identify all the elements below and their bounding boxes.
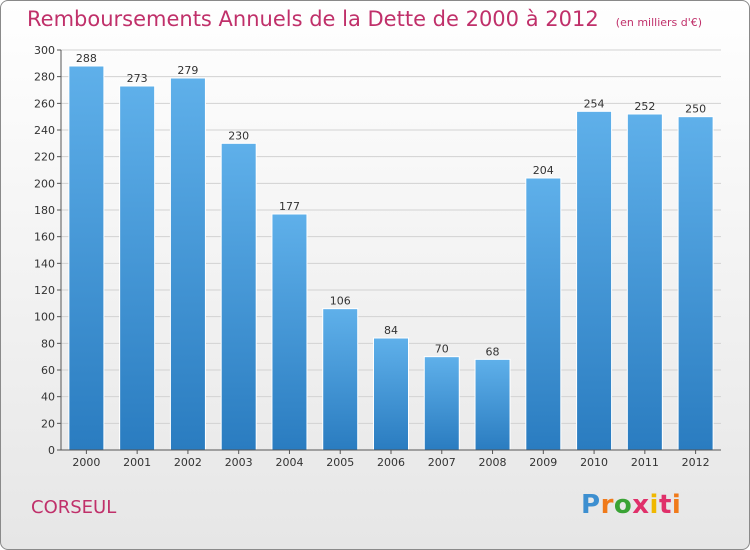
logo-letter: i <box>649 490 659 520</box>
proxiti-logo[interactable]: Proxiti <box>581 490 681 520</box>
logo-letter: i <box>671 490 682 520</box>
title-unit: (en milliers d'€) <box>615 16 703 29</box>
data-label: 288 <box>76 52 97 65</box>
x-tick-label: 2005 <box>326 456 354 469</box>
y-tick-label: 240 <box>34 124 55 137</box>
y-tick-label: 80 <box>41 337 55 350</box>
data-label: 250 <box>685 103 706 116</box>
bar <box>373 337 409 451</box>
y-tick-label: 280 <box>34 71 55 84</box>
x-tick-label: 2012 <box>682 456 710 469</box>
bar <box>474 358 511 451</box>
data-label: 279 <box>177 64 198 77</box>
bar <box>576 110 613 451</box>
bar <box>119 85 156 451</box>
x-tick-label: 2007 <box>428 456 456 469</box>
x-tick-label: 2011 <box>631 456 659 469</box>
logo-letter: P <box>581 490 601 520</box>
commune-name: CORSEUL <box>31 497 117 518</box>
y-tick-label: 40 <box>41 391 55 404</box>
data-label: 273 <box>127 72 148 85</box>
data-label: 230 <box>228 129 249 142</box>
logo-letter: t <box>658 490 672 520</box>
x-tick-label: 2000 <box>72 456 100 469</box>
y-tick-label: 120 <box>34 284 55 297</box>
bar <box>169 77 206 451</box>
x-tick-label: 2003 <box>225 456 253 469</box>
y-tick-label: 260 <box>34 97 55 110</box>
data-label: 177 <box>279 200 300 213</box>
x-tick-label: 2006 <box>377 456 405 469</box>
data-label: 68 <box>486 345 500 358</box>
bar <box>677 116 714 451</box>
data-label: 252 <box>634 100 655 113</box>
bar <box>271 213 308 451</box>
x-tick-label: 2010 <box>580 456 608 469</box>
y-tick-label: 60 <box>41 364 55 377</box>
y-tick-label: 160 <box>34 231 55 244</box>
bar <box>322 308 359 451</box>
x-tick-label: 2002 <box>174 456 202 469</box>
y-tick-label: 100 <box>34 311 55 324</box>
x-tick-label: 2001 <box>123 456 151 469</box>
y-tick-label: 20 <box>41 417 55 430</box>
y-tick-label: 140 <box>34 257 55 270</box>
data-label: 70 <box>435 343 449 356</box>
bar <box>525 177 562 451</box>
x-tick-label: 2004 <box>275 456 303 469</box>
logo-letter: o <box>613 490 633 520</box>
logo-letter: x <box>632 490 650 520</box>
chart-title: Remboursements Annuels de la Dette de 20… <box>27 7 702 31</box>
title-text: Remboursements Annuels de la Dette de 20… <box>27 7 599 31</box>
y-tick-label: 200 <box>34 177 55 190</box>
bar <box>423 356 460 451</box>
y-tick-label: 220 <box>34 151 55 164</box>
data-label: 204 <box>533 164 554 177</box>
y-tick-label: 300 <box>34 44 55 57</box>
bar <box>68 65 105 451</box>
y-tick-label: 180 <box>34 204 55 217</box>
x-tick-label: 2008 <box>479 456 507 469</box>
data-label: 84 <box>384 324 398 337</box>
bar <box>220 142 257 451</box>
data-label: 254 <box>584 97 605 110</box>
bar <box>626 113 663 451</box>
y-tick-label: 0 <box>48 444 55 457</box>
logo-letter: r <box>600 490 614 520</box>
x-tick-label: 2009 <box>529 456 557 469</box>
data-label: 106 <box>330 295 351 308</box>
